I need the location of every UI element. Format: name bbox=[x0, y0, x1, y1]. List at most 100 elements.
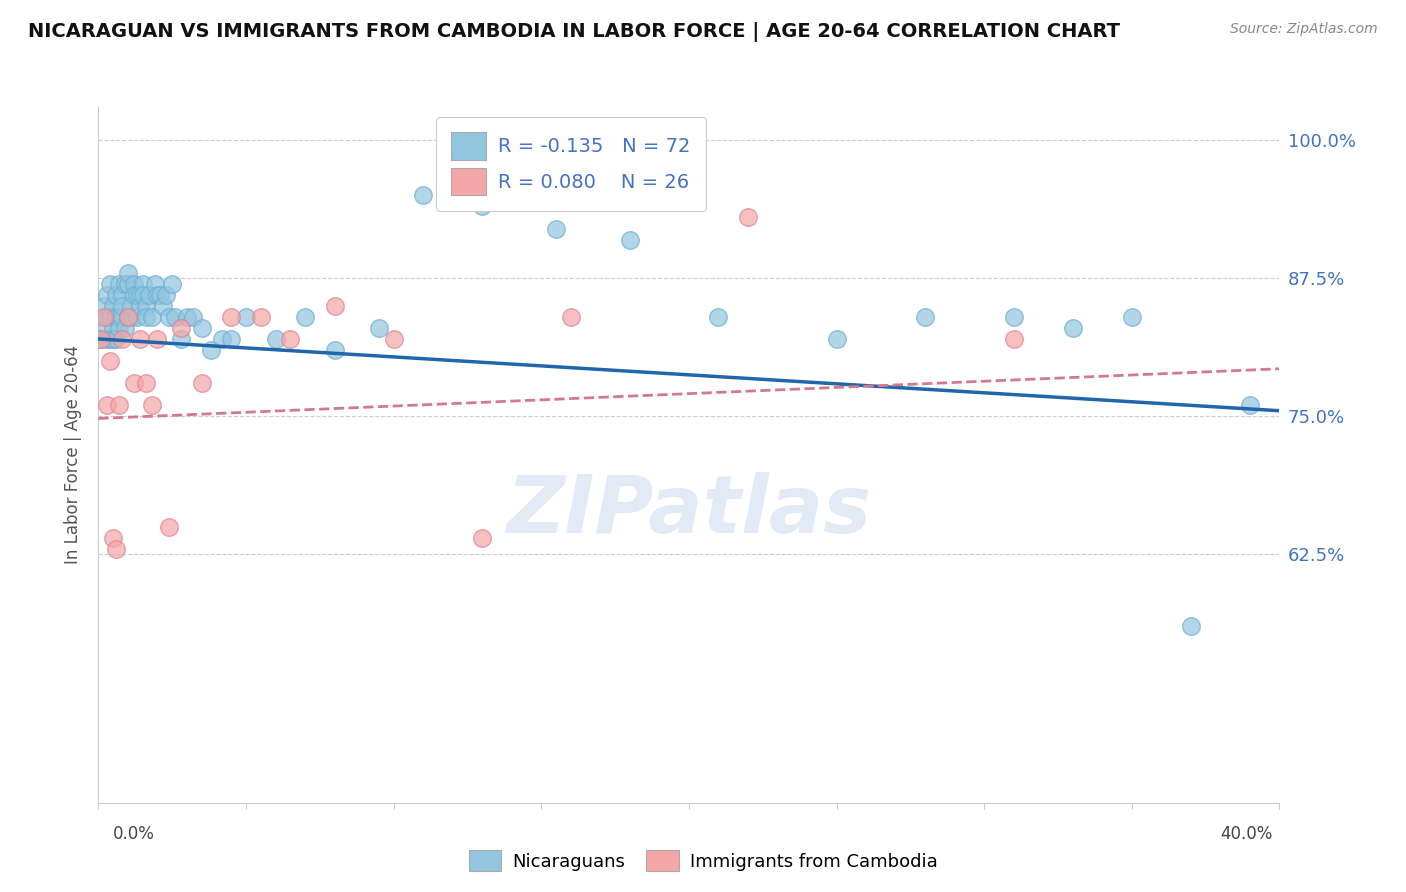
Point bbox=[278, 332, 302, 346]
Point bbox=[143, 277, 166, 291]
Point bbox=[98, 332, 121, 346]
Point bbox=[96, 310, 118, 324]
Point bbox=[135, 376, 157, 391]
Point bbox=[323, 299, 346, 313]
Point bbox=[90, 332, 112, 346]
Point bbox=[117, 277, 139, 291]
Point bbox=[111, 332, 134, 346]
Point bbox=[105, 287, 128, 301]
Point bbox=[122, 277, 145, 291]
Point bbox=[141, 310, 163, 324]
Point bbox=[103, 299, 125, 313]
Point bbox=[471, 531, 494, 545]
Point bbox=[157, 310, 180, 324]
Point bbox=[162, 277, 183, 291]
Point bbox=[219, 332, 242, 346]
Point bbox=[619, 233, 641, 247]
Point bbox=[111, 299, 134, 313]
Text: 40.0%: 40.0% bbox=[1220, 825, 1272, 843]
Point bbox=[368, 321, 391, 335]
Point bbox=[125, 310, 148, 324]
Point bbox=[176, 310, 198, 324]
Point bbox=[1062, 321, 1084, 335]
Point bbox=[117, 310, 139, 324]
Point bbox=[93, 310, 115, 324]
Point bbox=[111, 287, 134, 301]
Point bbox=[155, 287, 177, 301]
Point bbox=[98, 277, 121, 291]
Point bbox=[122, 287, 145, 301]
Point bbox=[191, 321, 214, 335]
Point bbox=[117, 310, 139, 324]
Text: NICARAGUAN VS IMMIGRANTS FROM CAMBODIA IN LABOR FORCE | AGE 20-64 CORRELATION CH: NICARAGUAN VS IMMIGRANTS FROM CAMBODIA I… bbox=[28, 22, 1121, 42]
Point bbox=[125, 287, 148, 301]
Point bbox=[120, 310, 142, 324]
Point bbox=[105, 332, 128, 346]
Point bbox=[96, 287, 118, 301]
Point bbox=[471, 199, 494, 213]
Point bbox=[1002, 310, 1025, 324]
Point bbox=[135, 299, 157, 313]
Point bbox=[707, 310, 730, 324]
Point bbox=[138, 287, 160, 301]
Point bbox=[412, 188, 434, 202]
Point bbox=[250, 310, 273, 324]
Point bbox=[108, 398, 131, 412]
Text: 0.0%: 0.0% bbox=[112, 825, 155, 843]
Point bbox=[93, 321, 115, 335]
Point bbox=[98, 354, 121, 368]
Point bbox=[149, 287, 172, 301]
Point bbox=[914, 310, 936, 324]
Point bbox=[93, 299, 115, 313]
Point bbox=[96, 332, 118, 346]
Legend: R = -0.135   N = 72, R = 0.080    N = 26: R = -0.135 N = 72, R = 0.080 N = 26 bbox=[436, 117, 706, 211]
Point bbox=[294, 310, 316, 324]
Point bbox=[103, 332, 125, 346]
Point bbox=[211, 332, 233, 346]
Point bbox=[114, 321, 136, 335]
Point bbox=[108, 277, 131, 291]
Point bbox=[96, 398, 118, 412]
Point bbox=[1002, 332, 1025, 346]
Point bbox=[105, 541, 128, 556]
Point bbox=[219, 310, 242, 324]
Point bbox=[122, 376, 145, 391]
Point bbox=[200, 343, 222, 357]
Point bbox=[90, 332, 112, 346]
Point bbox=[264, 332, 287, 346]
Point bbox=[146, 332, 169, 346]
Point bbox=[1180, 619, 1202, 633]
Point bbox=[170, 321, 193, 335]
Point bbox=[146, 287, 169, 301]
Point bbox=[132, 277, 155, 291]
Point bbox=[170, 332, 193, 346]
Point bbox=[546, 221, 568, 235]
Point bbox=[114, 277, 136, 291]
Point bbox=[132, 287, 155, 301]
Point bbox=[1121, 310, 1143, 324]
Point bbox=[152, 299, 174, 313]
Point bbox=[165, 310, 187, 324]
Point bbox=[560, 310, 582, 324]
Point bbox=[141, 398, 163, 412]
Point bbox=[128, 287, 150, 301]
Point bbox=[825, 332, 848, 346]
Point bbox=[382, 332, 405, 346]
Point bbox=[103, 321, 125, 335]
Point bbox=[135, 310, 157, 324]
Point bbox=[737, 211, 759, 225]
Point bbox=[128, 299, 150, 313]
Point bbox=[105, 310, 128, 324]
Point bbox=[128, 332, 150, 346]
Y-axis label: In Labor Force | Age 20-64: In Labor Force | Age 20-64 bbox=[65, 345, 83, 565]
Point bbox=[111, 310, 134, 324]
Point bbox=[98, 310, 121, 324]
Point bbox=[191, 376, 214, 391]
Point bbox=[120, 299, 142, 313]
Point bbox=[235, 310, 257, 324]
Point bbox=[108, 310, 131, 324]
Point bbox=[1239, 398, 1261, 412]
Legend: Nicaraguans, Immigrants from Cambodia: Nicaraguans, Immigrants from Cambodia bbox=[461, 843, 945, 879]
Text: Source: ZipAtlas.com: Source: ZipAtlas.com bbox=[1230, 22, 1378, 37]
Text: ZIPatlas: ZIPatlas bbox=[506, 472, 872, 549]
